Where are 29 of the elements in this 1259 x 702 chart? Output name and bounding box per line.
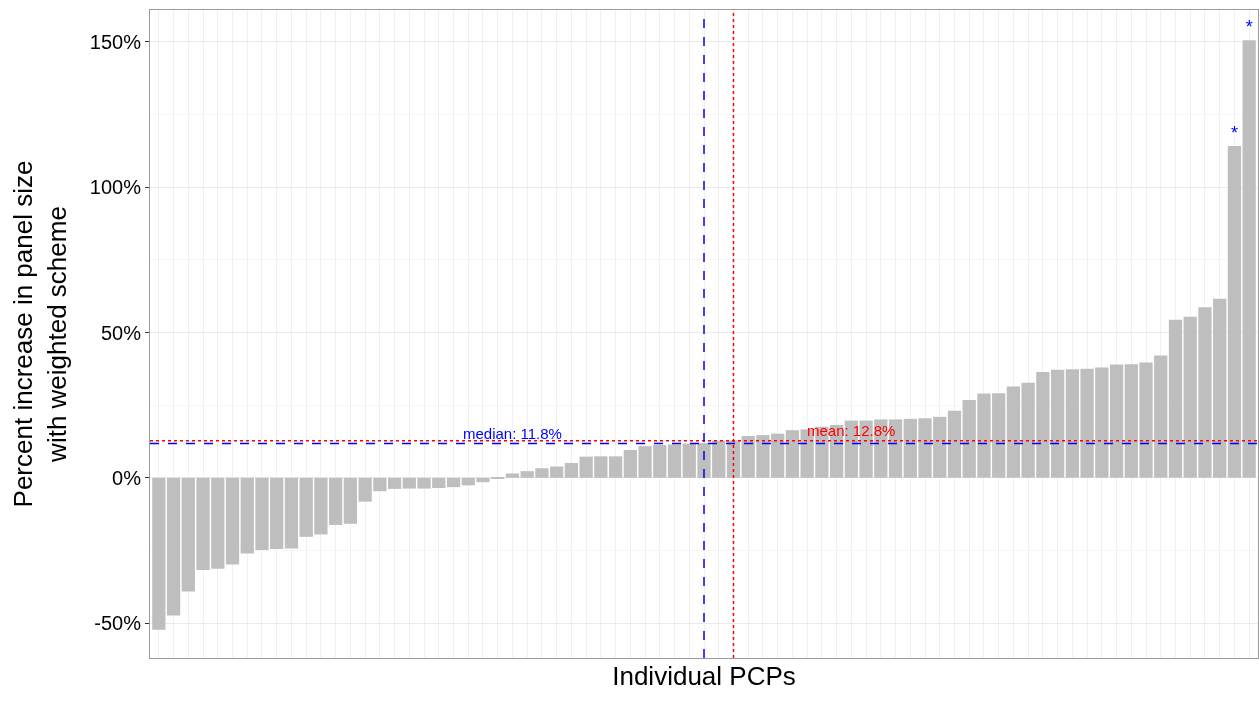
bar: [446, 477, 461, 488]
bar: [505, 473, 520, 478]
bar: [1227, 145, 1242, 478]
bar: [726, 440, 741, 478]
bar: [947, 410, 962, 478]
bar: [1109, 364, 1124, 478]
y-tick-label: 150%: [89, 30, 142, 53]
bar: [1168, 319, 1183, 478]
bar: [284, 477, 299, 549]
bar: [152, 477, 166, 630]
x-axis-title: Individual PCPs: [612, 660, 796, 691]
bar: [225, 477, 240, 565]
data-label: *: [1230, 122, 1238, 143]
y-axis-title: Percent increase in panel size with weighted scheme: [8, 160, 73, 508]
y-tick-label: 0%: [112, 466, 142, 489]
y-tick-label: -50%: [94, 612, 142, 635]
ref-line-label: median: 11.8%: [463, 425, 562, 442]
bar: [608, 456, 623, 478]
y-tick-label: 50%: [100, 321, 142, 344]
y-tick-label: 100%: [89, 176, 142, 199]
data-label: *: [1245, 17, 1253, 38]
bar: [1242, 40, 1256, 478]
bar: [1006, 386, 1021, 478]
bar: [387, 477, 402, 489]
bar: [564, 463, 579, 478]
bar: [785, 430, 800, 478]
bar: [166, 477, 181, 616]
ref-line-label: mean: 12.8%: [807, 422, 896, 439]
bar: [667, 444, 682, 478]
